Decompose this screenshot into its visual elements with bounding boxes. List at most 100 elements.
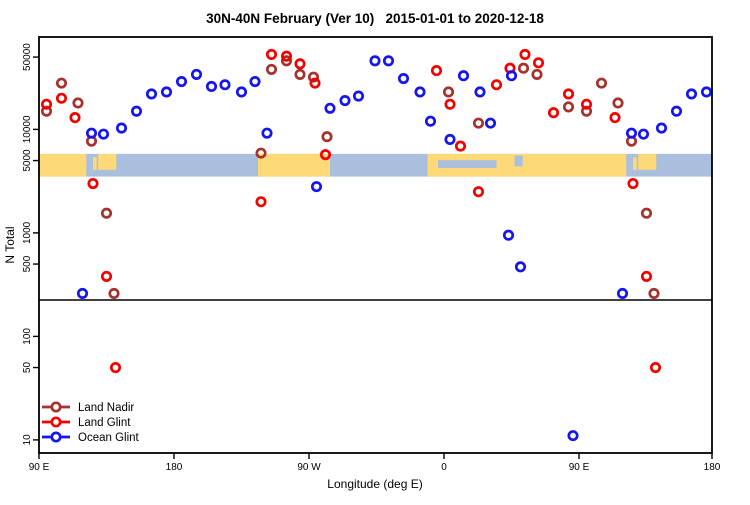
data-point-ocean-glint — [145, 88, 158, 100]
data-point-ocean-glint — [474, 86, 486, 98]
data-point-land-nadir — [517, 62, 530, 74]
data-point-land-glint — [640, 270, 653, 282]
data-point-ocean-glint — [382, 55, 395, 67]
data-point-land-glint — [444, 98, 456, 110]
data-point-ocean-glint — [685, 88, 698, 100]
data-point-ocean-glint — [505, 70, 518, 82]
data-point-ocean-glint — [567, 430, 579, 442]
y-tick-label: 5000 — [22, 149, 33, 172]
data-point-ocean-glint — [85, 127, 98, 139]
data-point-land-nadir — [612, 97, 624, 109]
data-point-land-glint — [649, 362, 662, 374]
data-point-ocean-glint — [625, 127, 638, 139]
data-point-land-glint — [454, 140, 467, 152]
legend: Land Nadir Land Glint Ocean Glint — [42, 401, 140, 444]
data-point-ocean-glint — [352, 90, 365, 102]
data-point-land-glint — [627, 177, 639, 190]
x-tick-label: 180 — [166, 462, 183, 473]
data-point-land-nadir — [72, 97, 84, 109]
data-point-land-nadir — [307, 71, 320, 83]
y-tick-label: 10000 — [22, 115, 33, 143]
data-point-land-glint — [519, 48, 531, 60]
data-point-ocean-glint — [310, 181, 323, 193]
data-point-land-glint — [255, 196, 267, 208]
data-point-land-nadir — [531, 68, 543, 80]
map-strip-layer — [39, 153, 712, 177]
data-point-land-glint — [294, 58, 306, 70]
data-point-ocean-glint — [670, 105, 683, 117]
data-point-land-glint — [280, 50, 293, 62]
data-point-ocean-glint — [205, 80, 218, 93]
data-point-land-nadir — [442, 86, 455, 98]
y-axis-ticks: 50000 10000 5000 1000 500 100 50 10 — [22, 43, 39, 445]
data-point-land-nadir — [280, 55, 293, 67]
data-point-land-glint — [265, 48, 278, 60]
map-land-segment — [427, 153, 627, 177]
data-point-land-nadir — [595, 77, 608, 89]
data-point-land-nadir — [640, 207, 653, 219]
x-tick-label: 180 — [704, 462, 721, 473]
x-axis-ticks: 90 E 180 90 W 0 90 E 180 — [29, 453, 721, 473]
x-axis-label: Longitude (deg E) — [327, 477, 422, 491]
y-tick-label: 50 — [22, 362, 33, 374]
y-tick-label: 100 — [22, 328, 33, 345]
plot-box — [38, 36, 713, 454]
data-point-land-glint — [547, 107, 560, 119]
data-point-ocean-glint — [175, 75, 188, 88]
map-land-segment — [93, 157, 97, 170]
legend-marker-land-nadir — [50, 401, 62, 413]
map-inland-sea — [438, 160, 497, 168]
data-point-land-glint — [580, 98, 593, 110]
data-point-ocean-glint — [502, 229, 515, 241]
y-tick-label: 1000 — [22, 221, 33, 244]
data-point-ocean-glint — [457, 70, 470, 82]
y-tick-label: 50000 — [22, 43, 33, 71]
data-point-ocean-glint — [424, 115, 437, 127]
map-land-segment — [633, 157, 637, 170]
data-point-ocean-glint — [261, 127, 273, 139]
data-point-ocean-glint — [397, 72, 410, 85]
data-point-ocean-glint — [324, 102, 336, 114]
data-point-ocean-glint — [76, 287, 89, 300]
data-point-land-glint — [55, 92, 68, 104]
data-point-land-nadir — [580, 105, 593, 117]
data-point-land-nadir — [321, 131, 333, 143]
data-point-land-glint — [319, 149, 332, 161]
data-point-ocean-glint — [190, 68, 203, 80]
data-point-ocean-glint — [160, 86, 173, 98]
data-point-land-glint — [100, 270, 113, 282]
data-point-land-glint — [609, 112, 621, 124]
data-point-land-nadir — [648, 287, 660, 300]
data-point-ocean-glint — [235, 86, 248, 98]
data-point-land-nadir — [562, 101, 575, 113]
legend-marker-land-glint — [50, 416, 62, 428]
data-point-land-glint — [87, 177, 99, 190]
data-point-ocean-glint — [616, 287, 629, 300]
data-point-land-glint — [40, 98, 53, 110]
data-point-land-nadir — [55, 77, 68, 89]
data-point-land-glint — [472, 186, 485, 198]
points-layer — [40, 48, 713, 442]
data-point-land-nadir — [472, 117, 485, 129]
data-point-land-glint — [109, 362, 122, 374]
data-point-land-glint — [430, 65, 443, 77]
data-point-ocean-glint — [369, 55, 381, 67]
chart-title: 30N-40N February (Ver 10) 2015-01-01 to … — [206, 11, 544, 26]
data-point-ocean-glint — [115, 122, 128, 134]
legend-label-land-glint: Land Glint — [78, 417, 131, 429]
data-point-ocean-glint — [484, 117, 497, 129]
data-point-land-nadir — [108, 287, 120, 300]
data-point-land-glint — [490, 79, 503, 91]
data-point-ocean-glint — [444, 133, 456, 145]
data-point-land-glint — [532, 57, 545, 69]
data-point-land-glint — [562, 88, 575, 100]
map-land-segment — [638, 153, 657, 170]
x-tick-label: 90 E — [569, 462, 590, 473]
data-point-ocean-glint — [514, 261, 527, 273]
map-land-segment — [98, 153, 117, 170]
data-point-land-nadir — [255, 147, 267, 159]
data-point-land-glint — [69, 112, 81, 124]
data-point-ocean-glint — [97, 128, 110, 140]
data-point-ocean-glint — [130, 105, 143, 117]
